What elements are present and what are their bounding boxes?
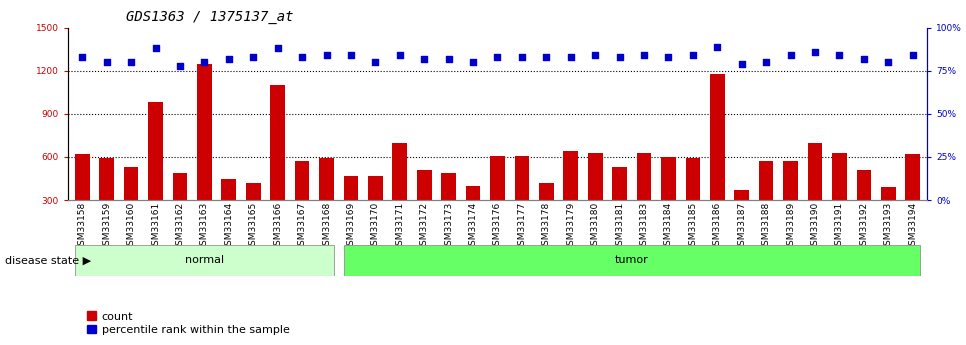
- Point: [685, 52, 700, 58]
- Bar: [686, 158, 700, 243]
- Bar: [295, 161, 309, 243]
- Point: [148, 46, 163, 51]
- Point: [392, 52, 408, 58]
- Bar: [808, 142, 822, 243]
- Point: [440, 56, 456, 61]
- Point: [514, 54, 529, 60]
- Point: [611, 54, 627, 60]
- Point: [466, 59, 481, 65]
- Bar: [905, 154, 920, 243]
- Point: [905, 52, 921, 58]
- Point: [221, 56, 237, 61]
- Bar: [197, 63, 212, 243]
- Point: [661, 54, 676, 60]
- Bar: [441, 173, 456, 243]
- Bar: [417, 170, 432, 243]
- Bar: [75, 154, 90, 243]
- Bar: [466, 186, 480, 243]
- Bar: [710, 74, 724, 243]
- Point: [245, 54, 261, 60]
- Point: [172, 63, 187, 68]
- Point: [270, 46, 285, 51]
- Bar: [832, 152, 847, 243]
- Point: [197, 59, 213, 65]
- Text: tumor: tumor: [615, 256, 649, 265]
- Point: [856, 56, 871, 61]
- Point: [74, 54, 90, 60]
- Legend: count, percentile rank within the sample: count, percentile rank within the sample: [83, 307, 294, 339]
- Bar: [515, 156, 529, 243]
- Bar: [173, 173, 187, 243]
- Bar: [759, 161, 774, 243]
- Text: disease state ▶: disease state ▶: [5, 256, 91, 265]
- Point: [758, 59, 774, 65]
- Point: [710, 44, 725, 49]
- Point: [881, 59, 896, 65]
- Bar: [270, 85, 285, 243]
- Text: normal: normal: [185, 256, 224, 265]
- Bar: [99, 158, 114, 243]
- Point: [563, 54, 579, 60]
- Bar: [588, 152, 603, 243]
- Bar: [881, 187, 895, 243]
- Bar: [221, 179, 236, 243]
- Point: [734, 61, 750, 67]
- Bar: [124, 167, 138, 243]
- Bar: [563, 151, 578, 243]
- Point: [368, 59, 384, 65]
- Point: [99, 59, 114, 65]
- Bar: [75, 245, 334, 276]
- Bar: [344, 245, 920, 276]
- Bar: [392, 142, 407, 243]
- Bar: [344, 176, 358, 243]
- Bar: [857, 170, 871, 243]
- Bar: [490, 156, 505, 243]
- Bar: [612, 167, 627, 243]
- Point: [782, 52, 798, 58]
- Point: [124, 59, 139, 65]
- Point: [808, 49, 823, 55]
- Point: [539, 54, 554, 60]
- Bar: [246, 183, 261, 243]
- Point: [295, 54, 310, 60]
- Point: [587, 52, 603, 58]
- Point: [637, 52, 652, 58]
- Point: [343, 52, 358, 58]
- Bar: [661, 157, 676, 243]
- Bar: [734, 190, 749, 243]
- Point: [832, 52, 847, 58]
- Point: [319, 52, 334, 58]
- Bar: [148, 102, 163, 243]
- Bar: [368, 176, 383, 243]
- Bar: [539, 183, 554, 243]
- Point: [416, 56, 432, 61]
- Text: GDS1363 / 1375137_at: GDS1363 / 1375137_at: [126, 10, 293, 24]
- Bar: [783, 161, 798, 243]
- Bar: [319, 158, 334, 243]
- Point: [490, 54, 505, 60]
- Bar: [637, 152, 651, 243]
